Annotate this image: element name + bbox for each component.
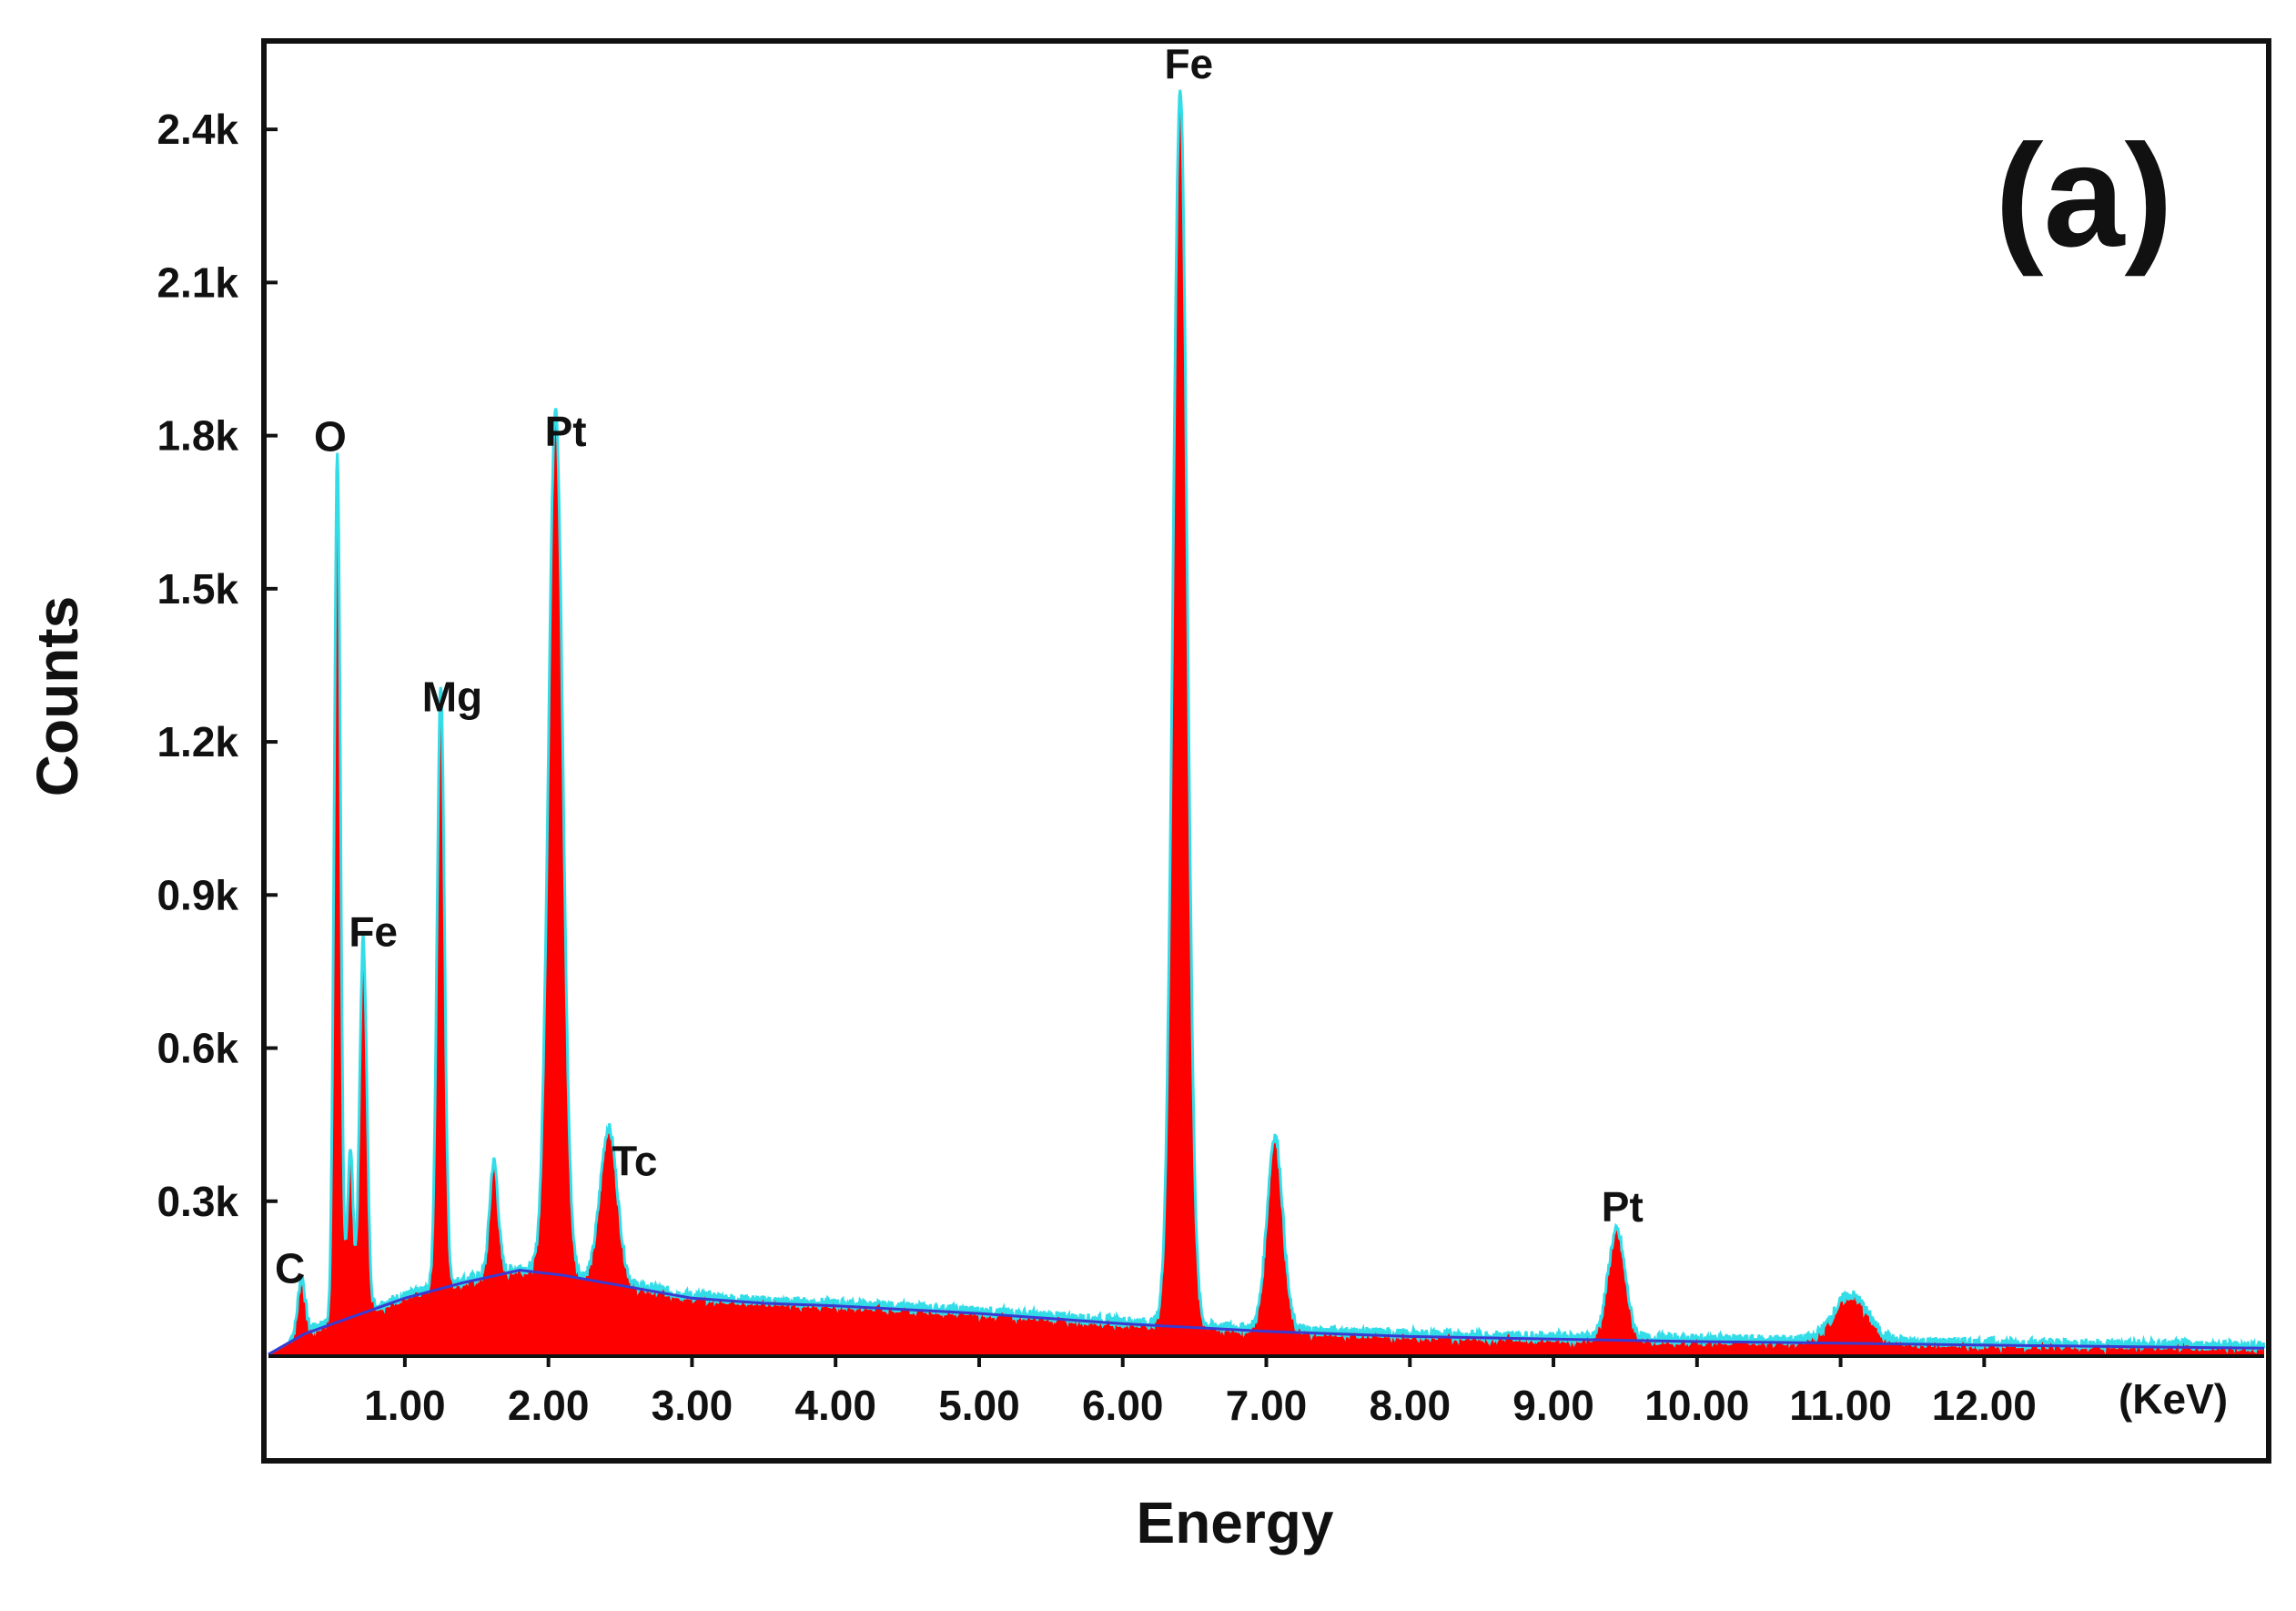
x-tick-label: 3.00 — [652, 1382, 733, 1429]
peak-label: Fe — [1164, 40, 1213, 87]
x-tick-label: 7.00 — [1226, 1382, 1308, 1429]
x-tick-label: 12.00 — [1932, 1382, 2037, 1429]
peak-label: Tc — [612, 1138, 657, 1185]
background-fit-line — [268, 1268, 2265, 1356]
peak-label: O — [314, 412, 347, 460]
x-tick-label: 1.00 — [364, 1382, 446, 1429]
y-tick-label: 2.4k — [157, 106, 238, 153]
spectrum-outline — [268, 89, 2266, 1356]
y-axis-title: Counts — [25, 596, 90, 796]
peak-label: Fe — [349, 907, 398, 955]
y-tick-label: 1.5k — [157, 565, 238, 613]
y-tick-label: 1.8k — [157, 412, 238, 460]
plot-marks — [268, 89, 2266, 1356]
x-tick-label: 10.00 — [1644, 1382, 1749, 1429]
axes — [264, 127, 2264, 1367]
peak-label: Pt — [545, 408, 587, 455]
x-unit-label: (KeV) — [2119, 1375, 2228, 1423]
x-tick-label: 6.00 — [1082, 1382, 1164, 1429]
y-tick-label: 1.2k — [157, 718, 238, 765]
x-tick-label: 4.00 — [794, 1382, 876, 1429]
x-tick-label: 5.00 — [938, 1382, 1020, 1429]
x-tick-label: 9.00 — [1512, 1382, 1594, 1429]
x-tick-label: 11.00 — [1789, 1382, 1892, 1429]
y-tick-label: 0.9k — [157, 871, 238, 918]
x-axis-title: Energy — [1137, 1490, 1334, 1555]
y-tick-label: 2.1k — [157, 258, 238, 306]
panel-label: (a) — [1995, 114, 2173, 277]
labels: 0.3k 0.6k 0.9k 1.2k 1.5k 1.8k 2.1k 2.4k 1.00 2.00… — [25, 40, 2228, 1555]
peak-label: C — [275, 1244, 305, 1292]
x-tick-label: 2.00 — [508, 1382, 590, 1429]
peak-label: Mg — [422, 673, 482, 720]
plot-frame — [261, 38, 2271, 1464]
y-tick-label: 0.6k — [157, 1025, 238, 1072]
spectrum-area — [268, 89, 2264, 1354]
peak-label: Pt — [1602, 1183, 1644, 1231]
x-tick-label: 8.00 — [1370, 1382, 1451, 1429]
y-tick-label: 0.3k — [157, 1178, 238, 1225]
